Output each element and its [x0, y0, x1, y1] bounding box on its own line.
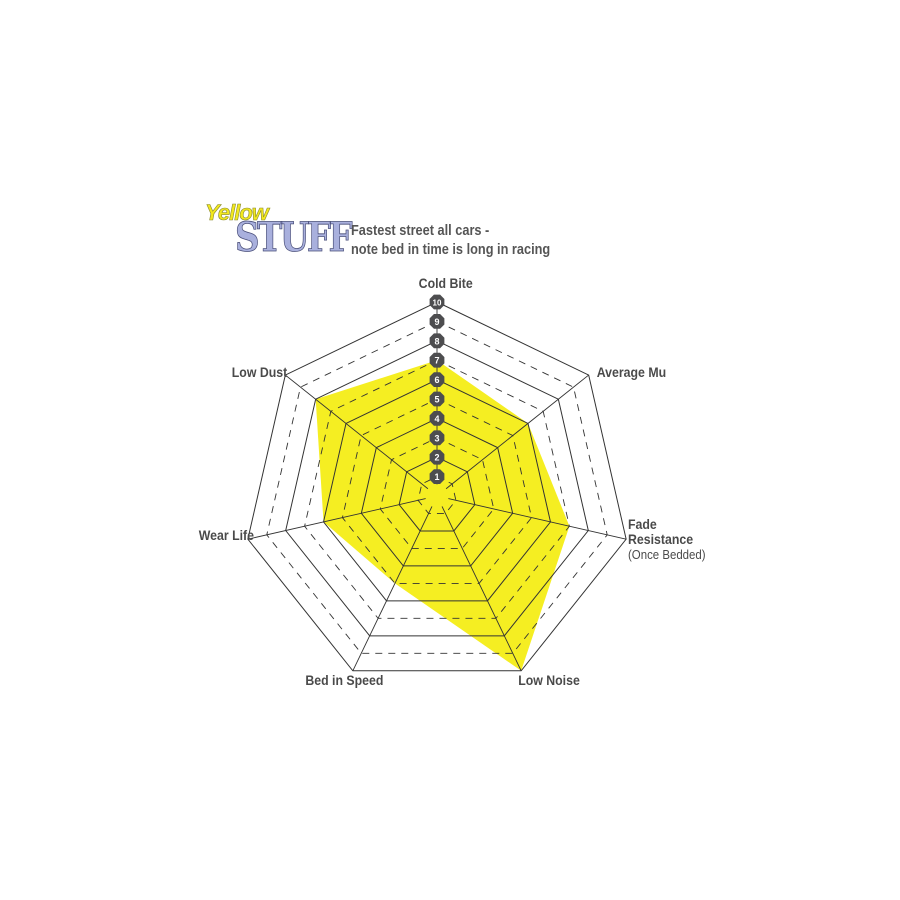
- tick-badge-5: [429, 391, 445, 407]
- axis-spoke-6: [285, 374, 429, 490]
- tick-badge-9: [429, 314, 445, 329]
- axis-spoke-1: [445, 374, 589, 490]
- chart-subtitle: Fastest street all cars - note bed in ti…: [351, 222, 550, 260]
- logo-line1: Yellow: [205, 200, 269, 226]
- grid-ring-3: [379, 437, 495, 549]
- tick-label-8: 8: [434, 336, 439, 346]
- tick-badge-8: [429, 333, 445, 349]
- tick-badge-7: [429, 352, 445, 368]
- subtitle-line-1: Fastest street all cars -: [351, 223, 490, 239]
- axis-label-average-mu: Average Mu: [596, 364, 667, 380]
- grid-ring-2: [398, 456, 476, 532]
- axis-label-low-noise: Low Noise: [518, 672, 580, 688]
- grid-ring-10: [247, 301, 627, 672]
- tick-badge-6: [429, 372, 445, 387]
- logo-line2: STUFF: [235, 214, 353, 262]
- tick-label-6: 6: [434, 375, 439, 385]
- tick-badge-2: [429, 449, 445, 465]
- axis-label-low-dust: Low Dust: [231, 364, 288, 380]
- axis-spoke-3: [441, 506, 522, 671]
- grid-ring-6: [322, 379, 552, 602]
- tick-label-2: 2: [434, 453, 439, 463]
- tick-label-7: 7: [434, 356, 439, 366]
- tick-label-9: 9: [434, 317, 439, 327]
- axis-label-wear-life: Wear Life: [198, 527, 254, 543]
- axis-spoke-5: [247, 498, 426, 540]
- tick-label-10: 10: [433, 299, 442, 308]
- axis-label-bed-in-speed: Bed in Speed: [305, 672, 384, 688]
- axis-label-fade-resistance: Fade Resistance (Once Bedded): [628, 516, 706, 563]
- axis-spoke-2: [448, 498, 627, 540]
- tick-label-4: 4: [434, 414, 439, 424]
- grid-ring-8: [285, 340, 589, 637]
- tick-badge-10: [429, 294, 445, 310]
- tick-label-5: 5: [434, 395, 439, 405]
- tick-badge-4: [429, 411, 445, 426]
- tick-label-3: 3: [434, 433, 439, 443]
- grid-ring-1: [417, 476, 457, 514]
- tick-badge-1: [429, 469, 445, 484]
- tick-badge-3: [429, 430, 445, 446]
- axis-label-cold-bite: Cold Bite: [418, 275, 473, 291]
- yellow-stuff-logo: Yellow STUFF: [203, 200, 353, 270]
- axis-sublabel-once-bedded: (Once Bedded): [628, 547, 706, 562]
- tick-label-1: 1: [434, 472, 439, 482]
- data-area: [315, 360, 570, 671]
- axis-spoke-4: [352, 506, 433, 671]
- grid-ring-4: [360, 417, 514, 567]
- subtitle-line-2: note bed in time is long in racing: [351, 242, 551, 258]
